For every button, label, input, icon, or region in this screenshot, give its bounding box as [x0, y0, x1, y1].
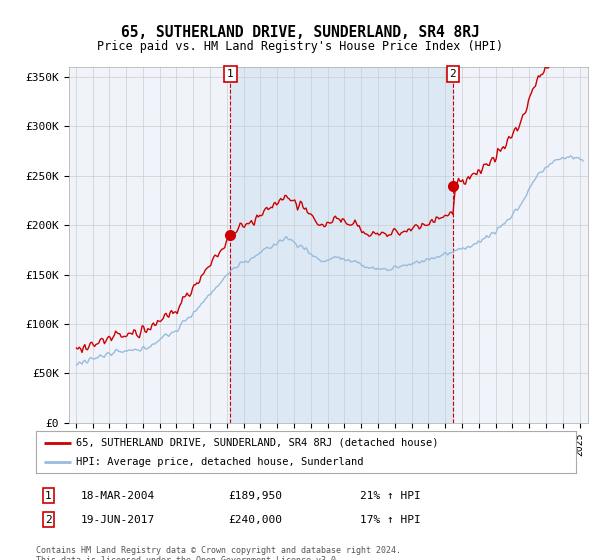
Bar	[230, 67, 453, 423]
Text: 65, SUTHERLAND DRIVE, SUNDERLAND, SR4 8RJ: 65, SUTHERLAND DRIVE, SUNDERLAND, SR4 8R…	[121, 25, 479, 40]
Text: 2: 2	[449, 69, 457, 79]
Text: Contains HM Land Registry data © Crown copyright and database right 2024.
This d: Contains HM Land Registry data © Crown c…	[36, 546, 401, 560]
Text: 18-MAR-2004: 18-MAR-2004	[81, 491, 155, 501]
Text: 1: 1	[45, 491, 52, 501]
Text: 1: 1	[227, 69, 234, 79]
Text: 2: 2	[45, 515, 52, 525]
Text: 17% ↑ HPI: 17% ↑ HPI	[360, 515, 421, 525]
Text: Price paid vs. HM Land Registry's House Price Index (HPI): Price paid vs. HM Land Registry's House …	[97, 40, 503, 53]
Text: 21% ↑ HPI: 21% ↑ HPI	[360, 491, 421, 501]
Text: HPI: Average price, detached house, Sunderland: HPI: Average price, detached house, Sund…	[77, 457, 364, 467]
Text: £240,000: £240,000	[228, 515, 282, 525]
Text: 65, SUTHERLAND DRIVE, SUNDERLAND, SR4 8RJ (detached house): 65, SUTHERLAND DRIVE, SUNDERLAND, SR4 8R…	[77, 437, 439, 447]
Text: £189,950: £189,950	[228, 491, 282, 501]
Text: 19-JUN-2017: 19-JUN-2017	[81, 515, 155, 525]
